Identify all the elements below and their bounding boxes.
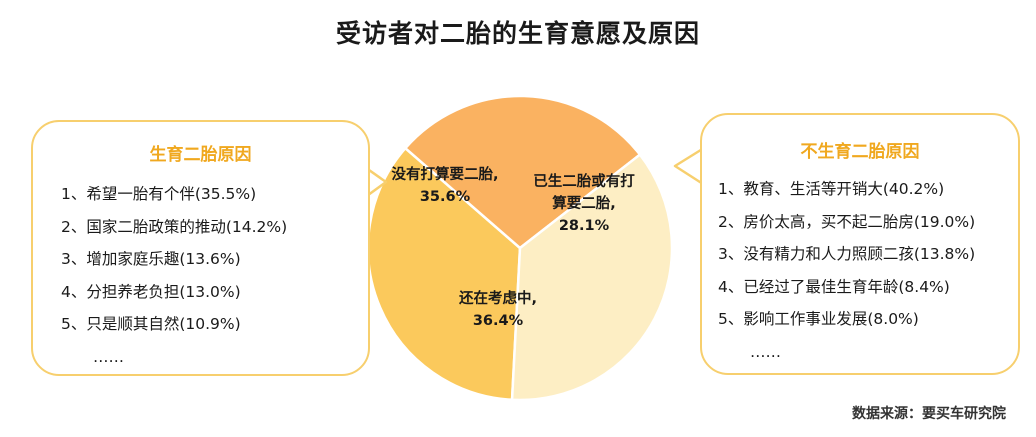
slice-value-label: 35.6% [420, 189, 471, 205]
slice-considering [510, 152, 674, 402]
reasons-not-to-have-heading: 不生育二胎原因 [800, 142, 920, 162]
reasons-to-have-list: 1、希望一胎有个伴(35.5%) 2、国家二胎政策的推动(14.2%) 3、增加… [61, 178, 287, 373]
list-item: 4、已经过了最佳生育年龄(8.4%) [718, 277, 950, 296]
slice-value-label: 28.1% [559, 218, 610, 234]
slice-label: 还在考虑中, [458, 289, 537, 307]
list-item: 1、希望一胎有个伴(35.5%) [61, 185, 257, 203]
data-source: 数据来源：要买车研究院 [852, 406, 1006, 422]
list-item: 3、增加家庭乐趣(13.6%) [61, 250, 241, 268]
reasons-not-to-have-box: 不生育二胎原因 1、教育、生活等开销大(40.2%) 2、房价太高，买不起二胎房… [700, 113, 1020, 375]
slice-label: 算要二胎, [552, 194, 616, 212]
right-bubble-tail [673, 146, 705, 186]
list-item: 1、教育、生活等开销大(40.2%) [718, 180, 945, 198]
list-item: 2、国家二胎政策的推动(14.2%) [61, 217, 288, 236]
slice-value-label: 36.4% [473, 313, 524, 329]
reasons-not-to-have-list: 1、教育、生活等开销大(40.2%) 2、房价太高，买不起二胎房(19.0%) … [718, 173, 975, 368]
list-item: 5、只是顺其自然(10.9%) [61, 315, 241, 333]
slice-label: 没有打算要二胎, [391, 165, 498, 183]
list-item: 3、没有精力和人力照顾二孩(13.8%) [718, 245, 976, 263]
list-item: 5、影响工作事业发展(8.0%) [718, 310, 919, 328]
list-ellipsis: …… [93, 347, 124, 366]
chart-title: 受访者对二胎的生育意愿及原因 [335, 19, 700, 48]
list-ellipsis: …… [750, 342, 781, 361]
reasons-to-have-heading: 生育二胎原因 [149, 145, 252, 165]
slice-label: 已生二胎或有打 [533, 172, 635, 190]
list-item: 4、分担养老负担(13.0%) [61, 282, 241, 301]
list-item: 2、房价太高，买不起二胎房(19.0%) [718, 212, 976, 231]
reasons-to-have-box: 生育二胎原因 1、希望一胎有个伴(35.5%) 2、国家二胎政策的推动(14.2… [31, 120, 370, 376]
slice-had-or-plan [403, 94, 642, 250]
